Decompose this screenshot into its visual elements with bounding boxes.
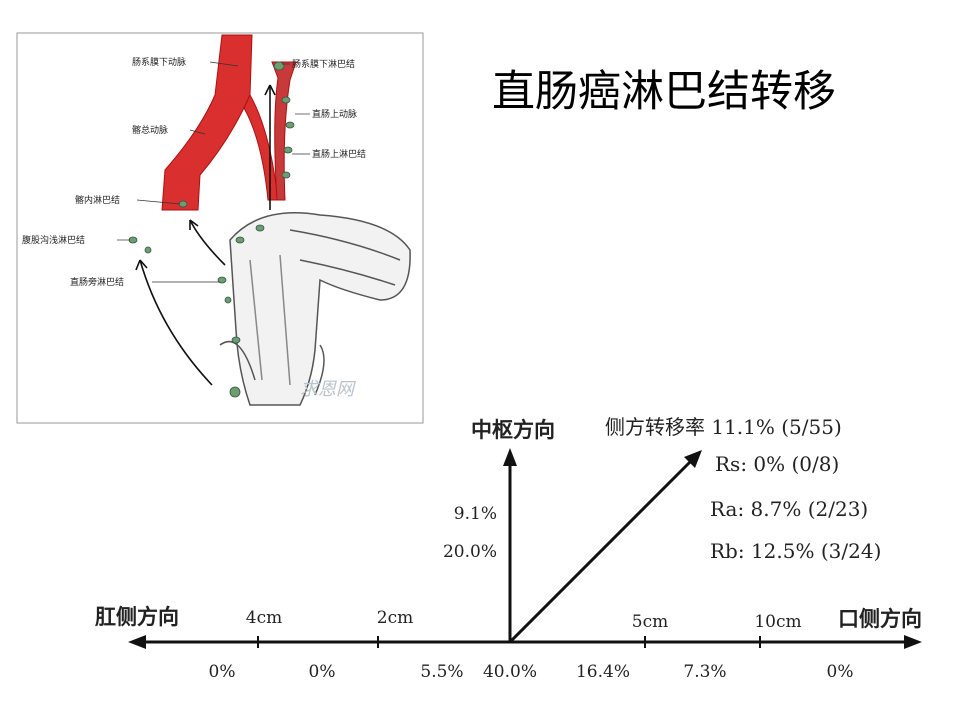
illustration-label: 髂总动脉 — [132, 124, 168, 136]
distance-label: 4cm — [246, 608, 282, 628]
flow-arrows — [135, 84, 276, 386]
lateral-breakdown: Ra: 8.7% (2/23) — [710, 497, 868, 521]
arrow-up — [503, 448, 517, 466]
bottom-rate: 16.4% — [576, 662, 630, 682]
illustration-label: 直肠上淋巴结 — [312, 148, 366, 160]
arrow-left — [128, 635, 146, 649]
illustration-label: 直肠旁淋巴结 — [70, 276, 124, 288]
illustration-label: 肠系膜下动脉 — [132, 56, 186, 68]
anal-direction: 肛侧方向 — [95, 604, 179, 629]
oral-direction: 口侧方向 — [838, 606, 922, 631]
arrow-diagonal — [684, 450, 702, 468]
leader-lines — [117, 61, 310, 283]
lateral-rate: 侧方转移率 11.1% (5/55) — [605, 415, 842, 439]
illustration-label: 腹股沟浅淋巴结 — [22, 234, 85, 246]
bottom-rate: 5.5% — [420, 662, 463, 682]
bottom-rate: 7.3% — [683, 662, 726, 682]
lateral-breakdown: Rs: 0% (0/8) — [715, 452, 839, 476]
diagram — [128, 448, 922, 649]
illustration: 肠系膜下动脉 肠系膜下淋巴结 直肠上动脉 髂总动脉 直肠上淋巴结 髂内淋巴结 腹… — [16, 32, 424, 424]
distance-label: 2cm — [377, 608, 413, 628]
illustration-label: 直肠上动脉 — [312, 108, 357, 120]
bottom-rate: 0% — [209, 662, 236, 682]
lymph-nodes — [128, 61, 295, 398]
distance-label: 10cm — [754, 612, 801, 632]
distance-label: 5cm — [632, 612, 668, 632]
central-direction: 中枢方向 — [471, 417, 555, 442]
diagonal-axis — [508, 458, 694, 644]
diagram-labels: 中枢方向 侧方转移率 11.1% (5/55) Rs: 0% (0/8) Ra:… — [95, 415, 922, 682]
watermark: 求恩网 — [300, 379, 356, 400]
lateral-breakdown: Rb: 12.5% (3/24) — [710, 539, 881, 563]
rectum — [219, 212, 411, 406]
central-rate: 20.0% — [443, 542, 497, 562]
arrow-right — [904, 635, 922, 649]
slide-title: 直肠癌淋巴结转移 — [492, 67, 836, 117]
bottom-rate: 40.0% — [483, 662, 537, 682]
illustration-label: 髂内淋巴结 — [75, 194, 120, 206]
ticks — [257, 636, 761, 648]
bottom-rate: 0% — [309, 662, 336, 682]
illustration-label: 肠系膜下淋巴结 — [292, 58, 355, 70]
bottom-rate: 0% — [827, 662, 854, 682]
central-rate: 9.1% — [454, 504, 497, 524]
